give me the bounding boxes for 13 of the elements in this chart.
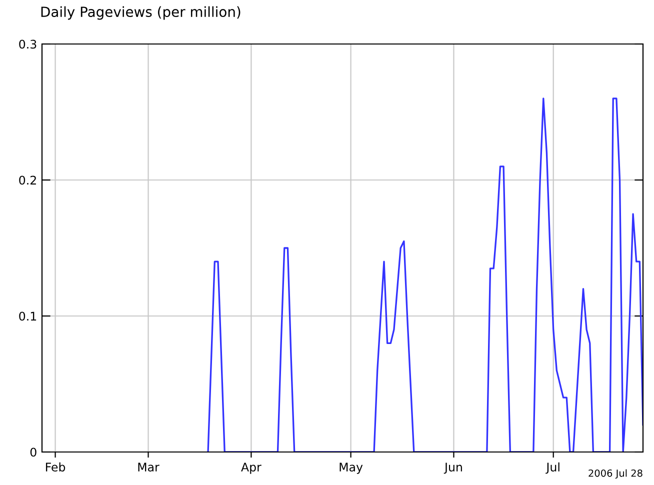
x-tick-label: Mar [138, 462, 160, 472]
chart-title: Daily Pageviews (per million) [41, 6, 240, 20]
x-tick-label: Feb [46, 462, 66, 472]
x-tick-label: Jun [444, 462, 462, 474]
text: 2006 Jul 28 [588, 469, 642, 479]
y-tick-label: 0 [30, 448, 36, 457]
y-tick-label: 0.1 [19, 312, 36, 321]
line-series [207, 98, 643, 452]
y-tick-label: 0.3 [19, 40, 36, 49]
x-tick-label: May [340, 462, 363, 474]
x-tick-label: Apr [241, 462, 262, 474]
x-tick-label: Jul [546, 462, 560, 474]
y-tick-label: 0.2 [19, 176, 36, 185]
